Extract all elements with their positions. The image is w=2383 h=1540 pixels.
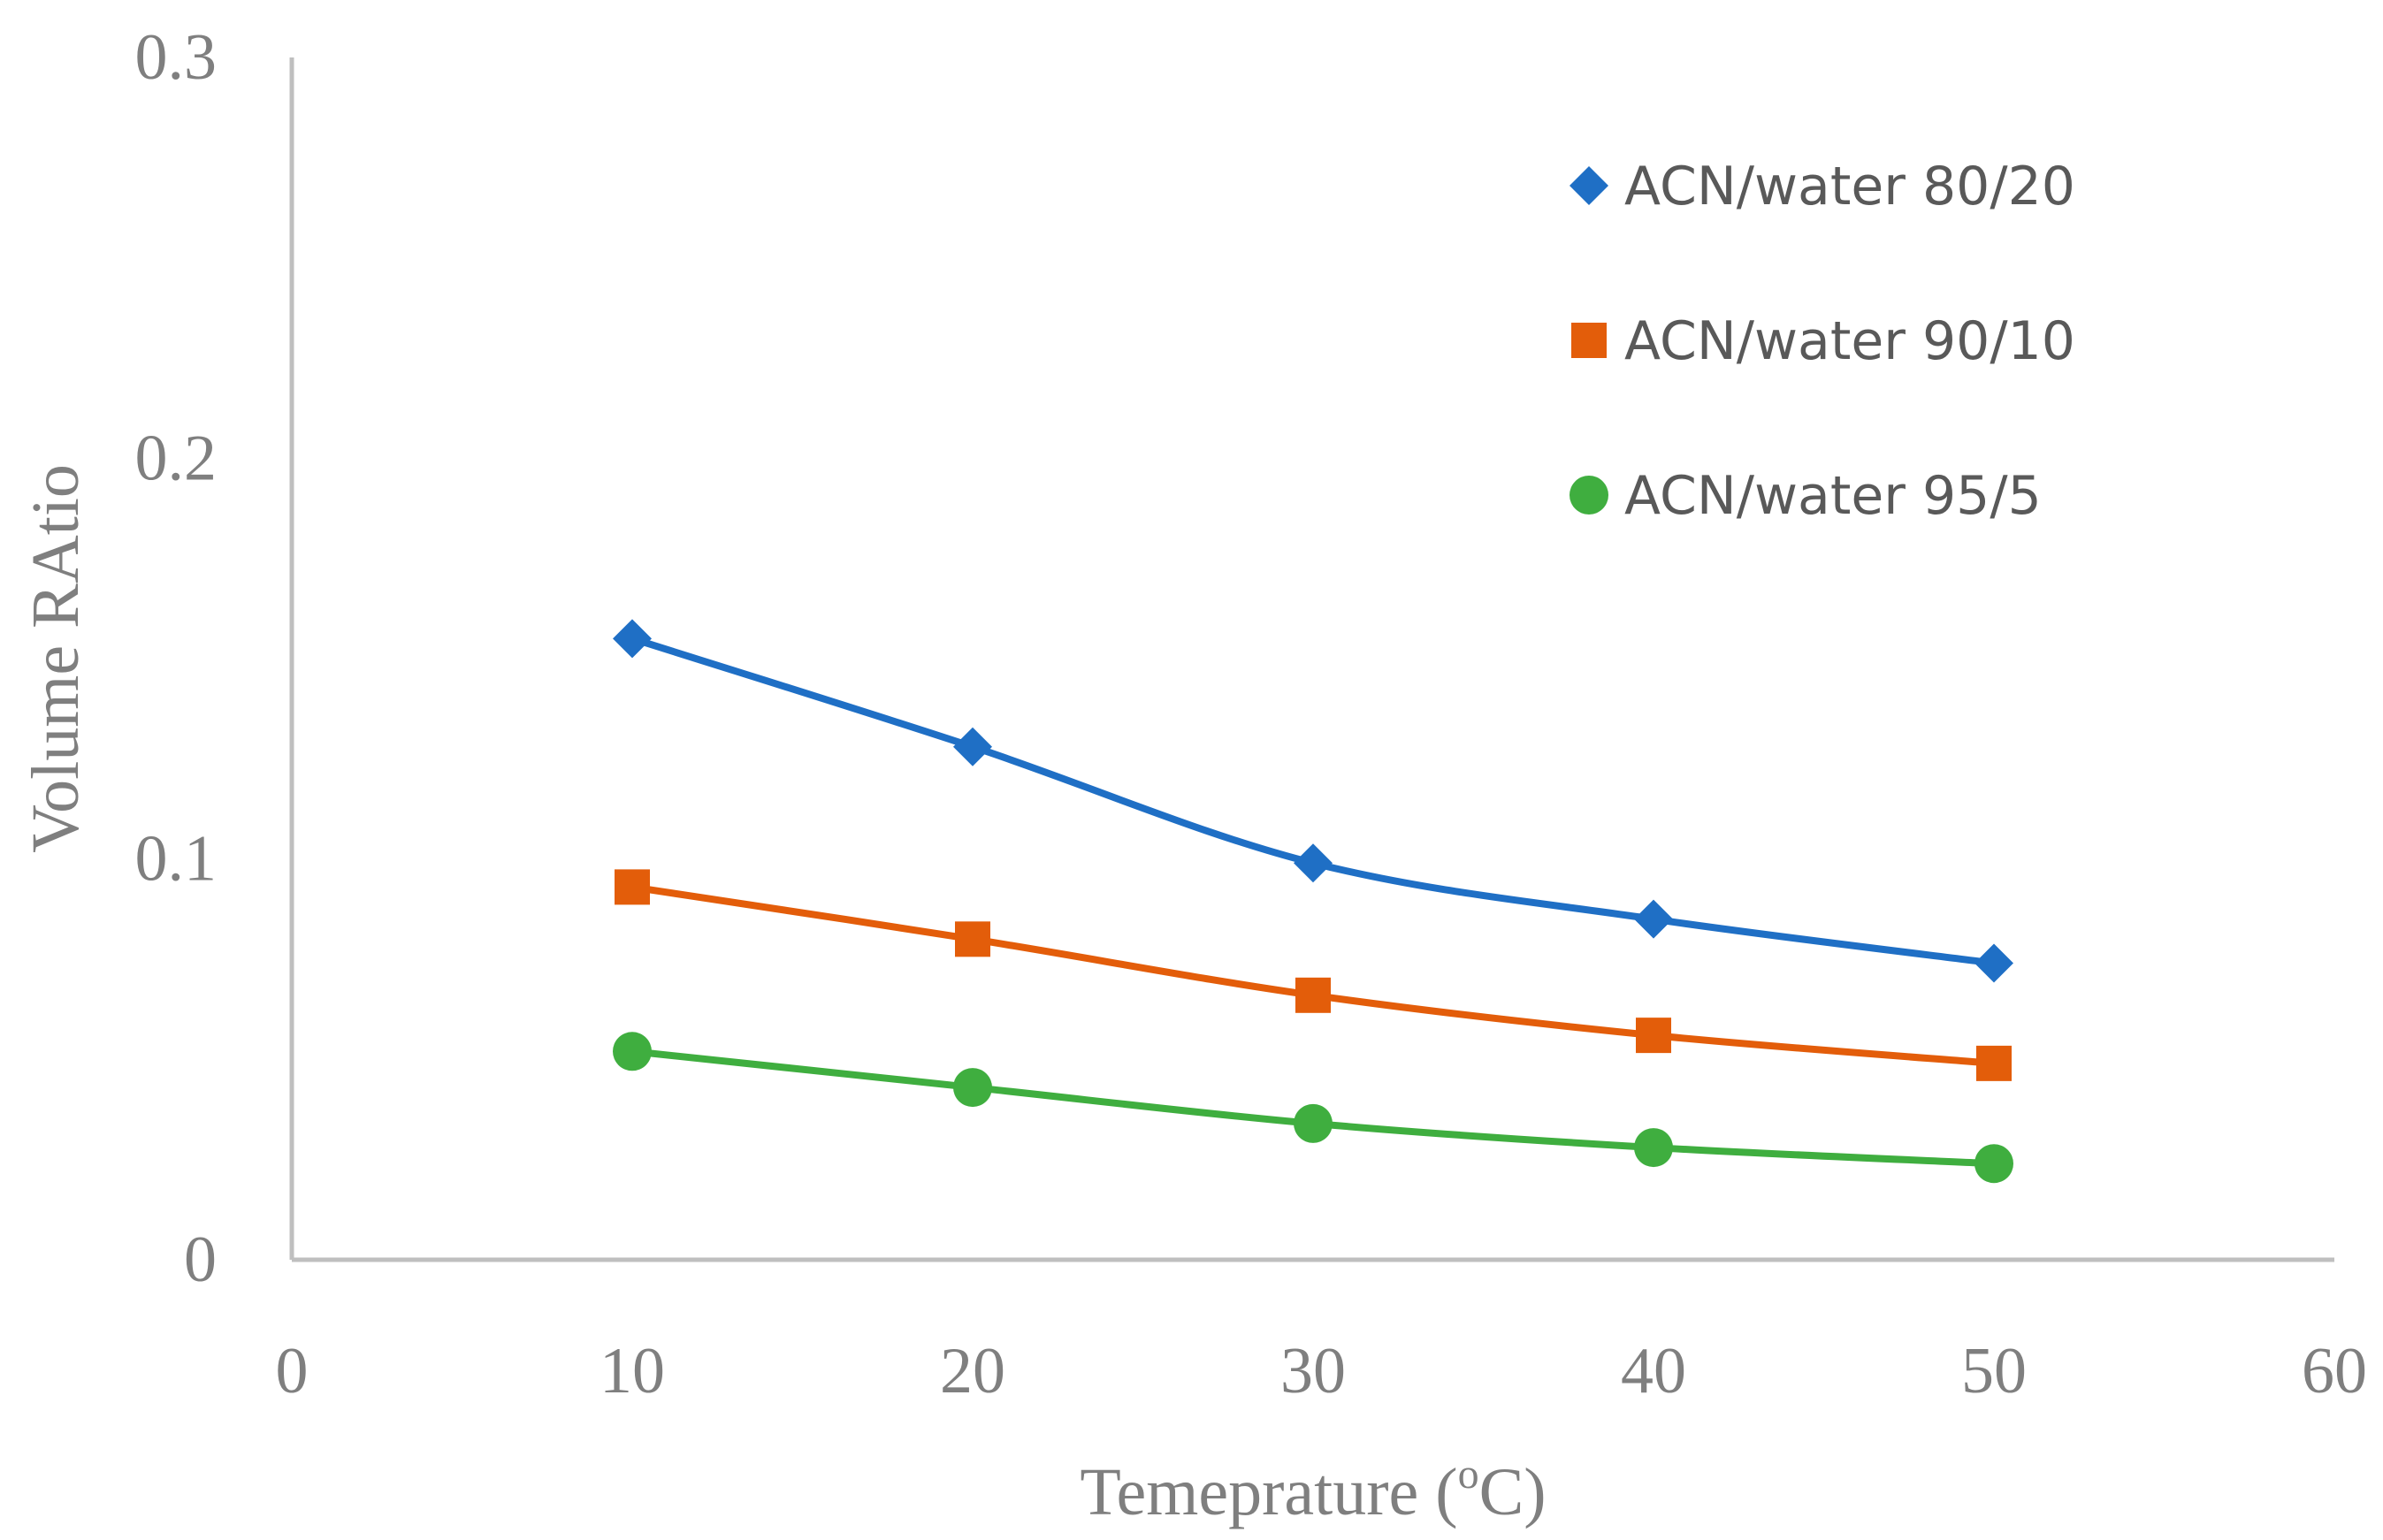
series-2 bbox=[615, 869, 2012, 1081]
y-tick-labels: 0 0.1 0.2 0.3 bbox=[135, 21, 218, 1296]
y-tick-label: 0.1 bbox=[135, 823, 218, 896]
legend: ACN/water 80/20 ACN/water 90/10 ACN/water … bbox=[1570, 156, 2075, 527]
x-axis-title-superscript: o bbox=[1458, 1451, 1479, 1498]
x-tick-label: 10 bbox=[600, 1335, 665, 1407]
x-tick-label: 50 bbox=[1961, 1335, 2027, 1407]
y-tick-label: 0.2 bbox=[135, 422, 218, 494]
x-tick-labels: 0 10 20 30 40 50 60 bbox=[276, 1335, 2368, 1407]
data-point-square bbox=[1295, 977, 1331, 1013]
data-point-diamond bbox=[1634, 899, 1673, 939]
data-point-circle bbox=[1974, 1144, 2013, 1184]
series-3 bbox=[613, 1032, 2013, 1184]
data-point-diamond bbox=[953, 727, 992, 766]
x-tick-label: 20 bbox=[940, 1335, 1005, 1407]
data-point-square bbox=[1636, 1018, 1671, 1054]
series-1 bbox=[613, 619, 2013, 983]
x-axis-title: Temeprature (oC) bbox=[1080, 1451, 1546, 1529]
legend-marker-diamond bbox=[1570, 166, 1608, 205]
data-point-circle bbox=[1634, 1128, 1673, 1168]
data-point-diamond bbox=[1974, 943, 2013, 983]
y-tick-label: 0.3 bbox=[135, 21, 218, 94]
legend-item: ACN/water 95/5 bbox=[1570, 465, 2042, 527]
legend-item: ACN/water 80/20 bbox=[1570, 156, 2075, 217]
legend-marker-circle bbox=[1570, 476, 1608, 515]
x-axis-title-unit: C) bbox=[1479, 1455, 1547, 1529]
legend-label: ACN/water 90/10 bbox=[1624, 310, 2075, 372]
x-axis-title-main: Temeprature ( bbox=[1080, 1455, 1457, 1529]
data-point-circle bbox=[613, 1032, 652, 1071]
data-point-circle bbox=[1294, 1103, 1333, 1143]
data-point-square bbox=[615, 869, 650, 905]
data-point-square bbox=[955, 921, 990, 957]
data-point-diamond bbox=[1294, 843, 1333, 883]
y-axis-title: Volume RAtio bbox=[19, 464, 93, 853]
data-point-square bbox=[1976, 1045, 2012, 1081]
data-point-circle bbox=[953, 1068, 992, 1108]
x-tick-label: 30 bbox=[1280, 1335, 1346, 1407]
legend-item: ACN/water 90/10 bbox=[1571, 310, 2075, 372]
x-tick-label: 60 bbox=[2302, 1335, 2367, 1407]
legend-marker-square bbox=[1571, 323, 1607, 358]
data-point-diamond bbox=[613, 619, 652, 659]
x-tick-label: 0 bbox=[276, 1335, 309, 1407]
y-tick-label: 0 bbox=[184, 1224, 217, 1296]
series-layer bbox=[613, 619, 2013, 1184]
legend-label: ACN/water 95/5 bbox=[1624, 465, 2042, 527]
x-tick-label: 40 bbox=[1621, 1335, 1686, 1407]
series-line bbox=[629, 883, 1997, 1067]
legend-label: ACN/water 80/20 bbox=[1624, 156, 2075, 217]
